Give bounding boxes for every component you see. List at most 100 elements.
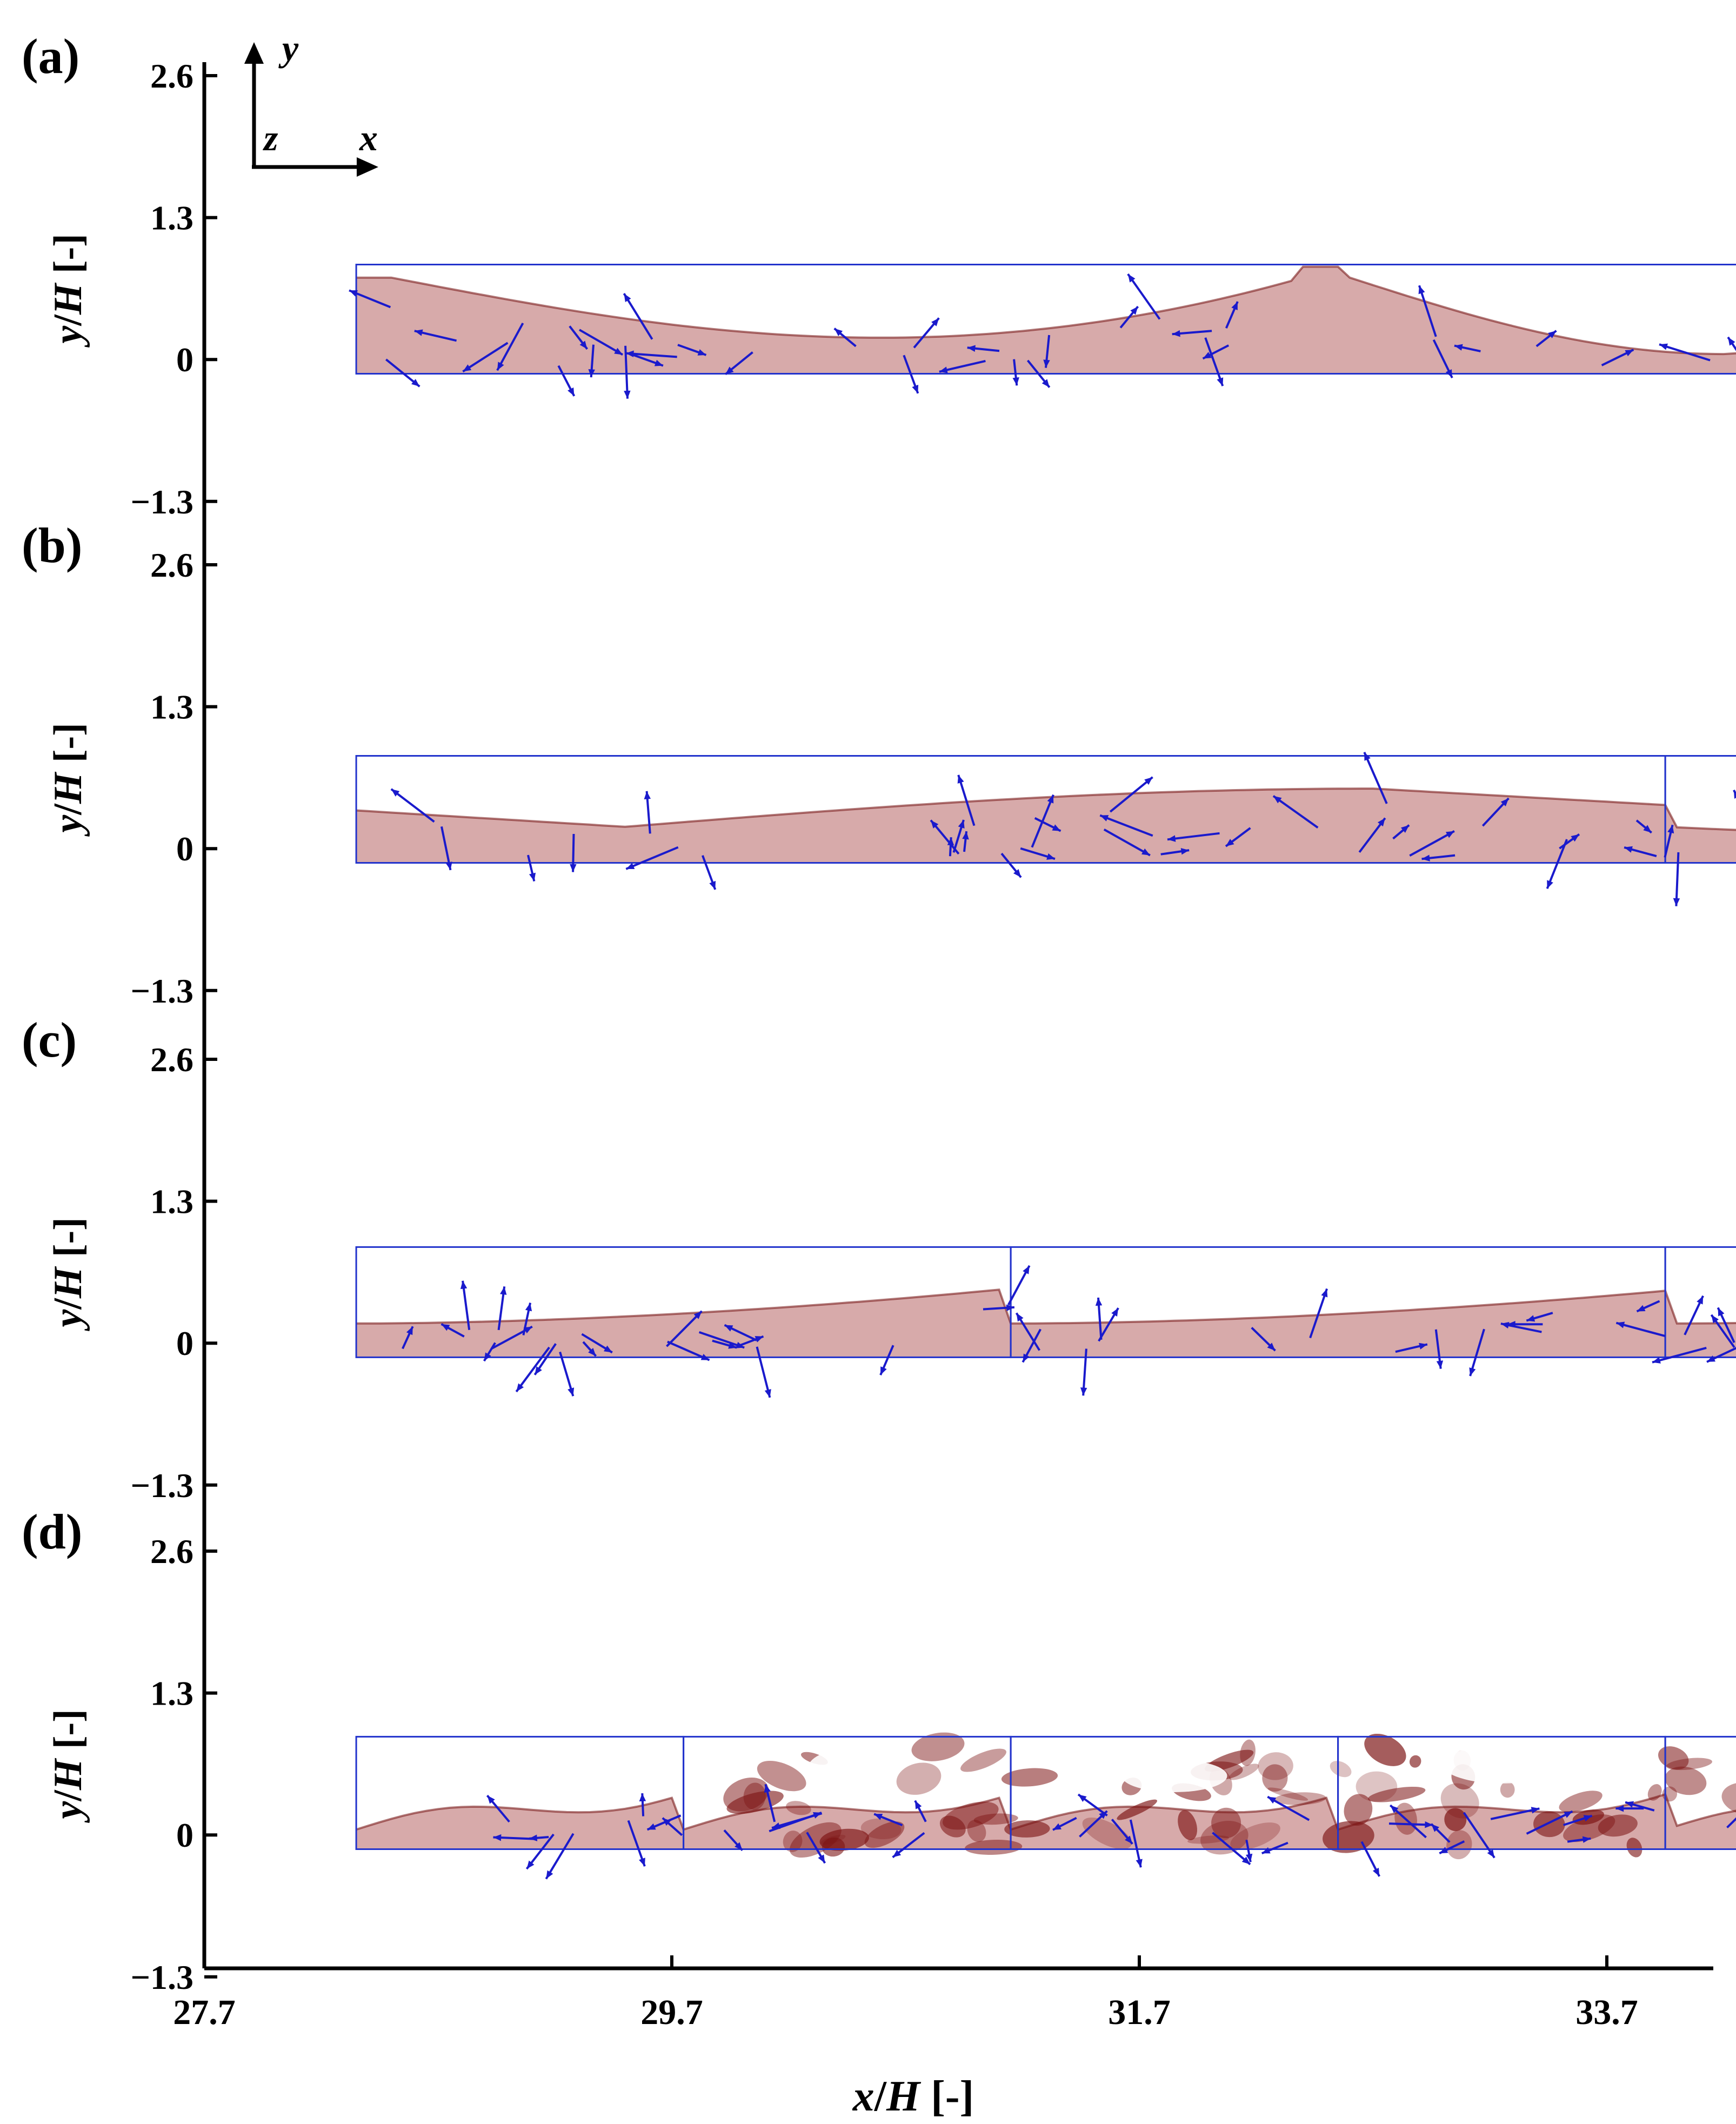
turbulence-patch [973,1813,1018,1825]
turbulence-patch [939,1815,966,1838]
velocity-vector [1469,1328,1485,1377]
velocity-arrowhead [693,1311,702,1319]
velocity-arrowhead [603,1345,612,1353]
velocity-arrowhead [1125,1835,1133,1844]
velocity-arrowhead [1469,1367,1476,1376]
velocity-arrowhead [1582,1836,1591,1843]
x-tick-label: 29.7 [640,1993,703,2032]
velocity-vector [624,345,629,399]
turbulence-patch [960,1748,1006,1772]
coordinate-axes-indicator: y z x [244,28,378,177]
velocity-arrowhead [931,318,939,326]
x-axis: x/H [-] 27.729.731.733.735.737.739.7 [173,1955,1713,2120]
indicator-x-label: x [359,117,378,158]
velocity-arrowhead [1728,337,1735,346]
velocity-arrowhead [1507,1321,1515,1328]
velocity-arrowhead [1111,1308,1119,1317]
turbulence-patch [1258,1752,1293,1780]
velocity-arrowhead [588,369,595,378]
velocity-arrowhead [728,1342,737,1349]
velocity-vector [1706,1347,1736,1363]
velocity-vector [1167,832,1220,841]
velocity-arrowhead [1418,285,1425,295]
tank-compartment [1664,755,1736,864]
velocity-arrowhead [1531,1807,1540,1814]
air-pocket [480,1741,559,1791]
velocity-arrowhead [1436,1360,1444,1369]
velocity-vector [579,329,624,356]
velocity-vector [1272,795,1319,829]
velocity-arrowhead [525,1303,532,1312]
velocity-arrowhead [493,1834,502,1841]
velocity-arrowhead [1246,1853,1253,1862]
velocity-arrowhead [579,340,587,349]
velocity-arrowhead [662,1818,671,1826]
y-tick-label: −1.3 [131,1466,193,1505]
y-axis: 2.6 1.3 0 −1.3 (a) y/H [-] 2.6 1.3 0 −1.3 (b) y/H [… [22,29,217,1996]
velocity-arrowhead [1127,273,1136,283]
y-tick-label: 0 [176,830,193,868]
turbulence-patch [1262,1764,1288,1792]
velocity-vector [756,1346,771,1398]
velocity-arrowhead [962,831,969,840]
velocity-arrowhead [967,345,976,352]
velocity-arrowhead [1273,796,1282,804]
velocity-arrowhead [1419,1342,1427,1350]
velocity-vector [1389,1804,1427,1839]
velocity-vector [957,774,976,826]
y-tick-label: −1.3 [131,1958,193,1996]
velocity-arrowhead [1364,752,1371,761]
velocity-arrowhead [880,1366,887,1375]
velocity-vector [627,1820,646,1867]
velocity-arrowhead [1016,1313,1024,1322]
velocity-vector [1546,839,1568,890]
y-axis-title: y/H [-] [46,1709,90,1823]
turbulence-patch [743,1782,766,1810]
turbulence-patch [783,1831,803,1852]
turbulence-patch [864,1821,905,1848]
indicator-y-label: y [278,28,299,69]
indicator-z-label: z [263,117,278,158]
x-tick-label: 33.7 [1575,1993,1638,2032]
indicator-x-arrowhead [357,157,378,177]
velocity-arrowhead [1006,1304,1014,1312]
turbulence-patch [786,1801,811,1815]
velocity-arrowhead [487,1795,495,1804]
velocity-arrowhead [1267,1342,1276,1351]
turbulence-patch [1647,1784,1662,1801]
turbulence-patch [1665,1766,1707,1795]
y-tick-label: −1.3 [131,972,193,1010]
velocity-arrowhead [818,1854,825,1863]
velocity-arrowhead [1231,302,1238,311]
velocity-arrowhead [1041,379,1050,388]
water-region [356,266,1736,374]
velocity-arrowhead [1144,777,1153,785]
turbulence-patch [1598,1814,1638,1837]
velocity-arrowhead [1023,1353,1030,1362]
panels-layer [349,264,1736,1880]
velocity-arrowhead [1643,825,1652,833]
velocity-arrowhead [1625,350,1634,357]
velocity-arrowhead [1625,1801,1634,1808]
velocity-arrowhead [570,864,577,872]
turbulence-patch [1204,1749,1254,1772]
turbulence-patch [1323,1821,1374,1853]
turbulence-patch [1274,1792,1326,1805]
velocity-vector [1652,1346,1707,1364]
turbulence-patch [896,1762,942,1795]
velocity-arrowhead [709,880,716,890]
velocity-arrowhead [1707,1355,1715,1362]
velocity-arrowhead [1718,1307,1725,1317]
y-axis-title: y/H [-] [46,233,90,348]
velocity-vector [1103,828,1151,857]
velocity-arrowhead [1136,1859,1143,1868]
velocity-arrowhead [915,1800,922,1809]
velocity-arrowhead [535,1366,542,1375]
velocity-arrowhead [1267,1796,1277,1804]
velocity-vector [625,846,679,870]
x-tick-label: 27.7 [173,1993,236,2032]
velocity-vector [1109,776,1153,813]
velocity-vector [390,788,435,823]
velocity-arrowhead [1615,1805,1624,1812]
